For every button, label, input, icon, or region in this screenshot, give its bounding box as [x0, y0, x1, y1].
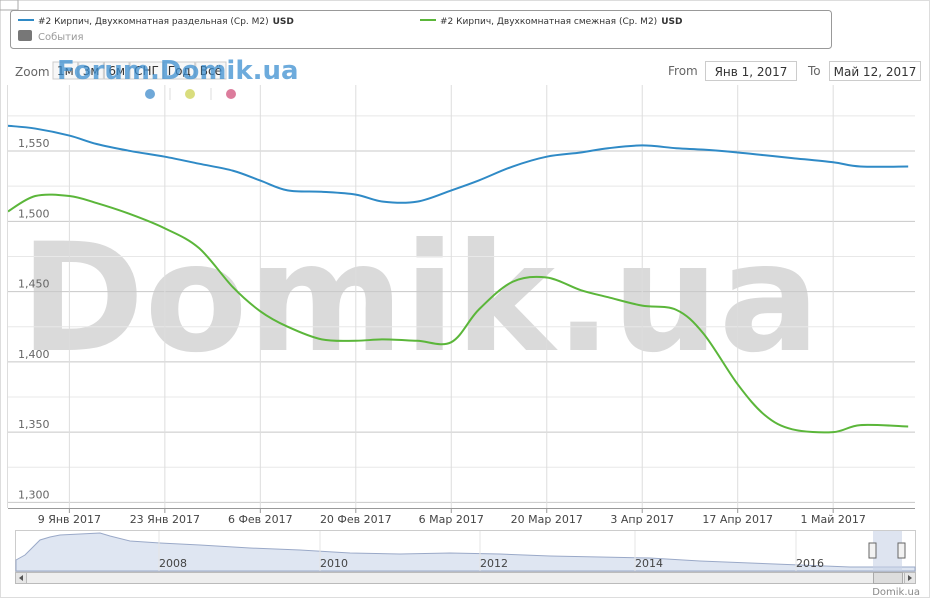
range-button-label[interactable]: Год — [168, 64, 191, 78]
x-tick-label: 6 Мар 2017 — [419, 513, 484, 526]
series-line — [7, 193, 909, 434]
legend: #2 Кирпич, Двухкомнатная раздельная (Ср.… — [18, 17, 682, 27]
range-button[interactable] — [78, 61, 104, 80]
event-marker[interactable] — [226, 89, 236, 99]
navigator-handle[interactable] — [897, 542, 906, 559]
x-tick-label: 1 Май 2017 — [800, 513, 865, 526]
arrow — [19, 575, 23, 581]
y-tick-label: 1,500 — [18, 207, 50, 220]
menu-corner[interactable] — [0, 0, 19, 11]
from-input[interactable] — [705, 61, 797, 81]
events-label[interactable]: События — [38, 32, 84, 43]
range-button-label[interactable]: 3м — [83, 64, 100, 78]
to-input[interactable] — [829, 61, 921, 81]
arrow — [908, 575, 912, 581]
y-tick-label: 1,300 — [18, 488, 50, 501]
grid — [8, 85, 915, 508]
to-value[interactable]: Май 12, 2017 — [834, 65, 917, 79]
navigator-label: 2008 — [159, 557, 187, 570]
forum-watermark: Forum.Domik.ua — [57, 56, 299, 86]
from-label: From — [668, 64, 698, 78]
range-button-label[interactable]: Всё — [200, 64, 222, 78]
y-tick-label: 1,550 — [18, 137, 50, 150]
navigator-label: 2010 — [320, 557, 348, 570]
range-button[interactable] — [103, 61, 130, 80]
navigator-labels: 2008 2010 2012 2014 2016 — [158, 531, 824, 571]
zoom-label: Zoom — [15, 65, 50, 79]
legend-unit[interactable]: USD — [273, 17, 294, 27]
x-tick-label: 17 Апр 2017 — [702, 513, 773, 526]
x-tick-label: 6 Фев 2017 — [228, 513, 293, 526]
from-value[interactable]: Янв 1, 2017 — [715, 65, 788, 79]
navigator-label: 2012 — [480, 557, 508, 570]
event-marker[interactable] — [185, 89, 195, 99]
range-button[interactable] — [195, 61, 227, 80]
scroll-thumb[interactable] — [873, 572, 903, 584]
axes: 1,300 1,350 1,400 1,450 1,500 1,550 9 Янв 2017… — [7, 85, 915, 526]
navigator-mask[interactable] — [873, 531, 902, 571]
x-tick-label: 20 Мар 2017 — [511, 513, 583, 526]
legend-box — [10, 10, 832, 49]
legend-label[interactable]: #2 Кирпич, Двухкомнатная смежная (Ср. М2… — [440, 17, 657, 27]
range-buttons: 1м 3м 6м СНГ Год Всё — [52, 61, 227, 80]
range-button-label[interactable]: 6м — [108, 64, 125, 78]
x-tick-label: 20 Фев 2017 — [320, 513, 392, 526]
x-tick-label: 23 Янв 2017 — [130, 513, 200, 526]
navigator-label: 2016 — [796, 557, 824, 570]
series-line — [7, 124, 909, 204]
range-button[interactable] — [129, 61, 164, 80]
range-button-label[interactable]: 1м — [57, 64, 74, 78]
events-symbol[interactable] — [18, 30, 32, 41]
watermark: Domik.ua — [20, 212, 820, 386]
to-label: To — [807, 64, 821, 78]
y-tick-label: 1,350 — [18, 418, 50, 431]
legend-label[interactable]: #2 Кирпич, Двухкомнатная раздельная (Ср.… — [38, 17, 269, 27]
y-tick-label: 1,400 — [18, 348, 50, 361]
plot-lines — [7, 124, 909, 434]
credits[interactable]: Domik.ua — [872, 587, 920, 598]
y-tick-label: 1,450 — [18, 278, 50, 291]
legend-unit[interactable]: USD — [661, 17, 682, 27]
range-button[interactable] — [163, 61, 196, 80]
navigator-label: 2014 — [635, 557, 663, 570]
navigator-handle[interactable] — [868, 542, 877, 559]
range-button-label[interactable]: СНГ — [134, 64, 159, 78]
x-tick-label: 9 Янв 2017 — [38, 513, 101, 526]
range-button[interactable] — [52, 61, 79, 80]
scrollbar[interactable] — [15, 572, 916, 584]
event-marker[interactable] — [145, 89, 155, 99]
navigator-area — [15, 532, 916, 572]
x-tick-label: 3 Апр 2017 — [610, 513, 674, 526]
